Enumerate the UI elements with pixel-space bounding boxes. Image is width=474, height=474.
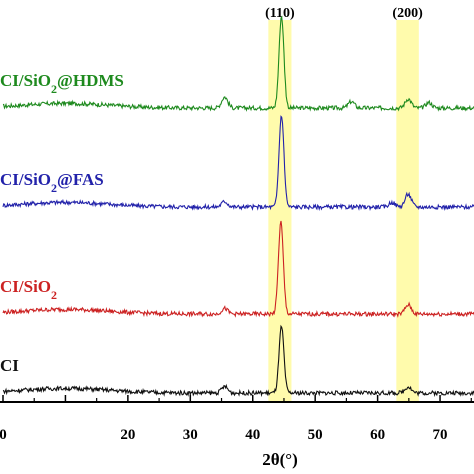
- series-label-main: CI/SiO: [0, 170, 51, 189]
- highlight-band: [396, 20, 419, 402]
- series-label-sub: 2: [51, 288, 57, 302]
- x-axis-label: 2θ(°): [262, 450, 298, 469]
- series-label: CI/SiO2: [0, 277, 57, 302]
- peak-label: (200): [392, 6, 423, 21]
- x-tick-label: 50: [308, 427, 323, 443]
- series-label-main: CI: [0, 356, 19, 375]
- series-label-tail: @FAS: [57, 170, 104, 189]
- series-label-sub: 2: [51, 82, 57, 96]
- series-label-tail: @HDMS: [57, 71, 124, 90]
- series-label-sub: 2: [51, 181, 57, 195]
- x-tick-label: 60: [370, 427, 385, 443]
- x-tick-label: 40: [245, 427, 260, 443]
- peak-label: (110): [265, 6, 295, 21]
- series-label: CI: [0, 356, 19, 375]
- series-line: [2, 115, 474, 211]
- series-label: CI/SiO2@HDMS: [0, 71, 124, 96]
- x-tick-label: 30: [183, 427, 198, 443]
- x-tick-label: 20: [120, 427, 135, 443]
- x-tick-label: 70: [433, 427, 448, 443]
- series-label: CI/SiO2@FAS: [0, 170, 104, 195]
- series-line: [2, 220, 474, 318]
- series-line: [2, 324, 474, 398]
- series-label-main: CI/SiO: [0, 277, 51, 296]
- series-label-main: CI/SiO: [0, 71, 51, 90]
- x-tick-label: 0: [0, 427, 7, 443]
- highlight-bands: (110) (200): [265, 6, 423, 402]
- series-line: [2, 15, 474, 112]
- x-ticks: 0 20 30 40 50 60 70: [0, 395, 472, 443]
